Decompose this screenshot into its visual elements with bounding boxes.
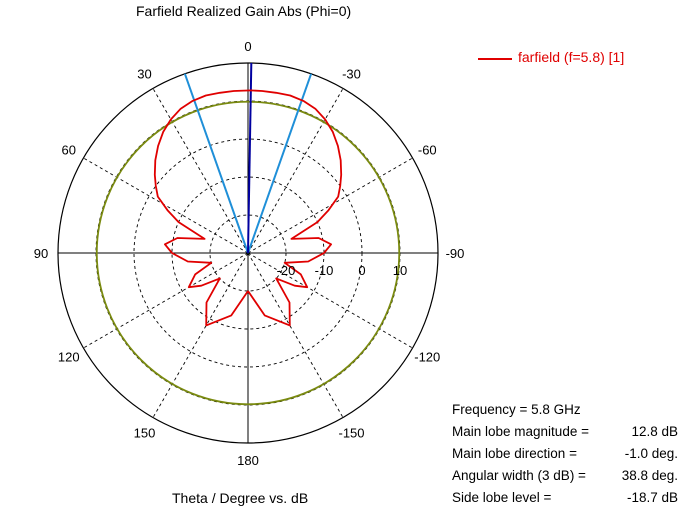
radial-tick-label: 10: [393, 263, 407, 278]
angle-tick-labels: 0 -30 -60 -90 -120 -150 180 150 120 90 60 30: [34, 39, 465, 468]
radial-tick-labels: -20 -10 0 10: [277, 263, 408, 278]
info-label: Side lobe level =: [452, 490, 552, 505]
info-panel: Frequency = 5.8 GHz Main lobe magnitude …: [452, 399, 680, 509]
chart-title: Farfield Realized Gain Abs (Phi=0): [136, 3, 352, 19]
angle-grid-spoke: [247, 252, 344, 418]
angle-tick-label: 90: [34, 246, 48, 261]
info-label: Main lobe magnitude =: [452, 424, 589, 439]
info-value: 12.8 dB: [631, 424, 678, 439]
radial-tick-label: -20: [277, 263, 296, 278]
radial-tick-label: 0: [358, 263, 365, 278]
angle-tick-label: -90: [446, 246, 465, 261]
info-row-frequency: Frequency = 5.8 GHz: [452, 399, 680, 421]
radiation-pattern-curve: [153, 89, 343, 327]
angle-grid-spoke: [83, 157, 249, 254]
info-row-main-lobe-direction: Main lobe direction = -1.0 deg.: [452, 443, 680, 465]
info-row-main-lobe-magnitude: Main lobe magnitude = 12.8 dB: [452, 421, 680, 443]
info-value: 38.8 deg.: [621, 468, 678, 483]
info-row-side-lobe-level: Side lobe level = -18.7 dB: [452, 487, 680, 509]
angle-tick-label: 150: [134, 425, 156, 440]
angle-tick-label: 120: [58, 350, 80, 365]
info-value: -1.0 deg.: [624, 446, 678, 461]
angle-grid-spoke: [247, 88, 344, 254]
angle-tick-label: -30: [342, 67, 361, 82]
half-power-circle: [95, 100, 401, 406]
info-label: Angular width (3 dB) =: [452, 468, 586, 483]
angle-tick-label: 30: [137, 67, 151, 82]
main-lobe-direction-line: [247, 63, 253, 254]
angle-tick-label: -120: [414, 350, 440, 365]
x-axis-label: Theta / Degree vs. dB: [172, 490, 309, 506]
info-row-angular-width: Angular width (3 dB) = 38.8 deg.: [452, 465, 680, 487]
info-label: Main lobe direction =: [452, 446, 577, 461]
angle-grid-spoke: [247, 252, 413, 349]
angle-tick-label: -150: [338, 425, 364, 440]
radial-tick-label: -10: [315, 263, 334, 278]
angle-tick-label: 60: [61, 143, 75, 158]
beamwidth-line: [247, 73, 313, 254]
angle-grid-spoke: [152, 88, 249, 254]
angle-tick-label: -60: [418, 143, 437, 158]
beamwidth-line: [183, 73, 249, 254]
angle-grid-spoke: [152, 252, 249, 418]
info-value: -18.7 dB: [626, 490, 678, 505]
info-label: Frequency = 5.8 GHz: [452, 402, 581, 417]
angle-tick-label: 0: [244, 39, 251, 54]
legend-swatch: [478, 58, 512, 60]
legend-label: farfield (f=5.8) [1]: [518, 49, 625, 65]
polar-curves: [95, 63, 401, 406]
angle-grid-spoke: [247, 157, 413, 254]
angle-tick-label: 180: [237, 453, 259, 468]
angle-grid-spoke: [83, 252, 249, 349]
